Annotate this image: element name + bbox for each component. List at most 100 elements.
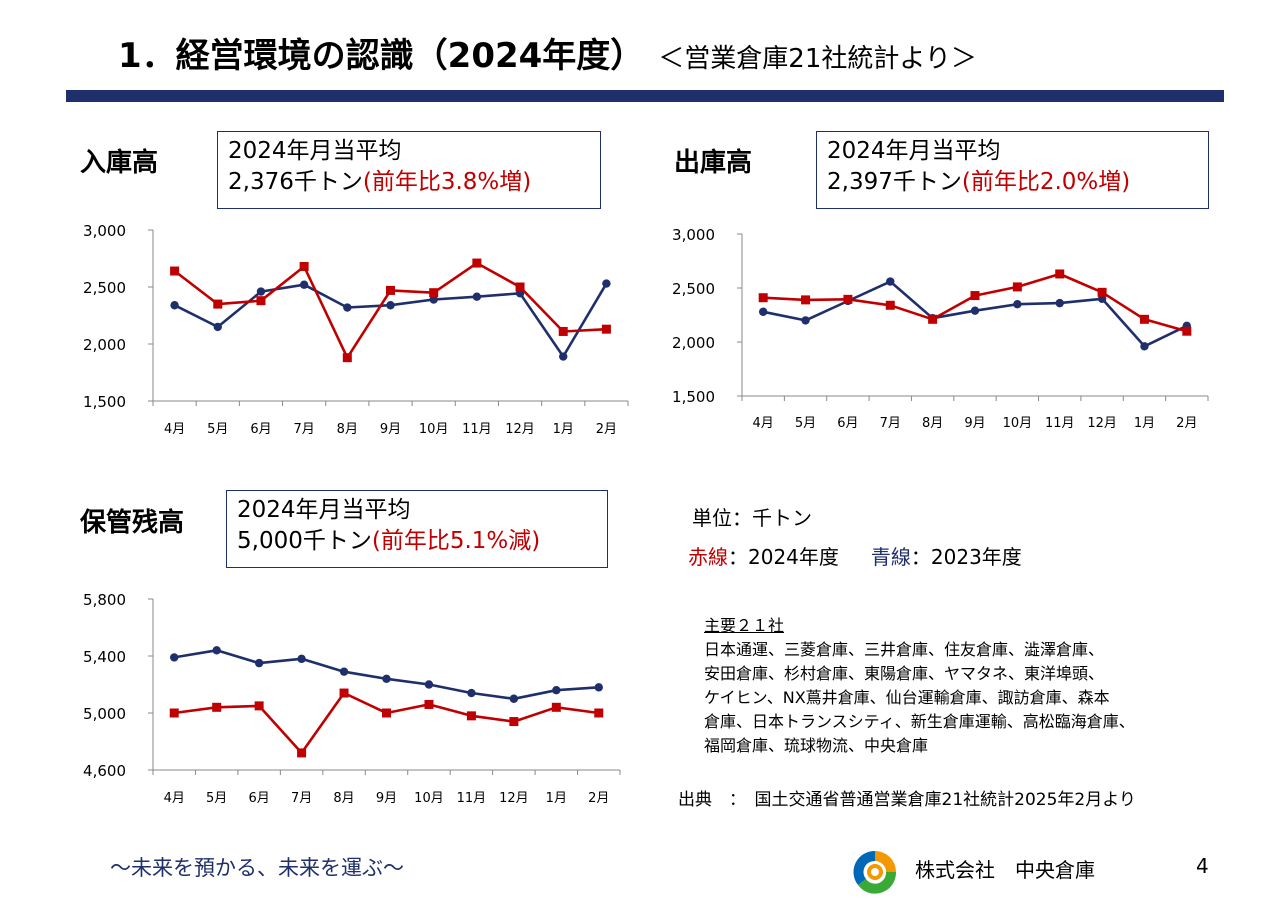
data-point-2024 (1139, 314, 1149, 324)
x-tick-label: 8月 (333, 791, 354, 806)
companies-line: 福岡倉庫、琉球物流、中央倉庫 (704, 736, 929, 755)
data-point-2023 (886, 277, 895, 286)
x-tick-label: 6月 (837, 416, 858, 431)
x-tick-label: 10月 (414, 791, 444, 806)
y-tick-label: 5,400 (83, 648, 126, 666)
data-point-2024 (558, 326, 568, 336)
x-tick-label: 2月 (1176, 416, 1197, 431)
outbound-average-value: 2,397千トン (827, 169, 962, 195)
x-tick-label: 8月 (337, 422, 358, 437)
data-point-2024 (256, 296, 266, 306)
x-tick-label: 5月 (206, 791, 227, 806)
inbound-label: 入庫高 (80, 148, 159, 178)
data-point-2023 (170, 301, 179, 310)
data-point-2023 (1013, 300, 1022, 309)
y-tick-label: 2,500 (83, 279, 126, 297)
company-name: 株式会社 中央倉庫 (915, 858, 1095, 882)
company-logo-icon (853, 850, 897, 894)
data-point-2024 (970, 291, 980, 301)
companies-line: ケイヒン、NX蔦井倉庫、仙台運輸倉庫、諏訪倉庫、森本 (704, 688, 1110, 707)
data-point-2024 (1182, 326, 1192, 336)
data-point-2024 (594, 708, 604, 718)
outbound-average-box: 2024年月当平均 2,397千トン(前年比2.0%増) (816, 131, 1209, 209)
title-rule (66, 90, 1224, 102)
data-point-2024 (297, 748, 307, 758)
data-point-2024 (299, 261, 309, 271)
data-point-2023 (970, 306, 980, 315)
title-subtitle: ＜営業倉庫21社統計より＞ (658, 44, 977, 74)
x-tick-label: 5月 (795, 416, 816, 431)
data-point-2024 (515, 282, 525, 292)
data-point-2024 (212, 702, 222, 712)
storage-label: 保管残高 (80, 508, 185, 538)
data-point-2023 (509, 694, 519, 703)
storage-average-value: 5,000千トン (237, 528, 372, 554)
storage-average-box: 2024年月当平均 5,000千トン(前年比5.1%減) (226, 490, 608, 568)
x-tick-label: 9月 (376, 791, 397, 806)
data-point-2023 (339, 667, 349, 676)
y-tick-label: 3,000 (672, 226, 715, 244)
y-tick-label: 3,000 (83, 222, 126, 240)
data-point-2023 (758, 307, 768, 316)
outbound-label: 出庫高 (674, 148, 753, 178)
data-point-2023 (472, 292, 482, 301)
legend-red-label: 赤線 (688, 545, 728, 569)
x-tick-label: 6月 (250, 422, 271, 437)
x-tick-label: 11月 (462, 422, 492, 437)
storage-average-line: 5,000千トン(前年比5.1%減) (237, 526, 597, 557)
data-point-2023 (299, 280, 309, 289)
x-tick-label: 2月 (596, 422, 617, 437)
x-tick-label: 12月 (499, 791, 529, 806)
data-point-2024 (551, 702, 561, 712)
data-point-2024 (429, 288, 439, 298)
data-point-2024 (386, 285, 395, 295)
x-tick-label: 9月 (964, 416, 985, 431)
inbound-average-value: 2,376千トン (228, 169, 363, 195)
series-line-2023 (173, 649, 599, 701)
data-point-2023 (552, 686, 561, 695)
companies-line: 安田倉庫、杉村倉庫、東陽倉庫、ヤマタネ、東洋埠頭、 (704, 664, 1105, 683)
x-tick-label: 6月 (248, 791, 269, 806)
y-tick-label: 5,800 (83, 591, 126, 609)
y-tick-label: 4,600 (83, 762, 126, 780)
x-tick-label: 1月 (546, 791, 567, 806)
y-tick-label: 5,000 (83, 705, 126, 723)
data-point-2023 (213, 322, 222, 332)
y-tick-label: 2,500 (672, 280, 715, 298)
x-tick-label: 12月 (505, 422, 535, 437)
data-point-2024 (928, 314, 938, 324)
x-tick-label: 7月 (880, 416, 901, 431)
data-point-2024 (169, 708, 179, 718)
x-tick-label: 10月 (419, 422, 449, 437)
data-point-2023 (170, 653, 179, 662)
data-point-2024 (1097, 287, 1107, 297)
inbound-chart: 1,500 2,000 2,500 3,000 4月 5月 6月 7月 8月 9月 10月 11月 12… (83, 222, 629, 437)
data-point-2023 (254, 658, 264, 668)
series-legend: 赤線：2024年度 青線：2023年度 (688, 541, 1022, 570)
data-point-2024 (843, 294, 853, 304)
x-tick-label: 12月 (1087, 416, 1117, 431)
data-point-2024 (472, 258, 482, 268)
x-tick-label: 11月 (1045, 416, 1075, 431)
legend-blue-desc: ：2023年度 (910, 545, 1022, 569)
x-tick-label: 9月 (380, 422, 401, 437)
data-point-2023 (467, 688, 476, 698)
legend-blue-label: 青線 (870, 545, 911, 569)
companies-line: 日本通運、三菱倉庫、三井倉庫、住友倉庫、澁澤倉庫、 (704, 640, 1105, 659)
y-tick-label: 1,500 (83, 393, 126, 411)
data-point-2023 (1055, 298, 1064, 308)
data-point-2024 (170, 266, 180, 276)
data-point-2024 (466, 711, 476, 721)
data-point-2023 (801, 316, 810, 325)
data-point-2024 (1055, 269, 1065, 279)
series-line-2024 (174, 691, 599, 755)
data-point-2024 (424, 699, 434, 709)
data-point-2023 (429, 295, 438, 304)
outbound-average-heading: 2024年月当平均 (827, 138, 1001, 164)
storage-chart: 4,600 5,000 5,400 5,800 4月 5月 6月 7月 8月 9月 10月 11月 12… (83, 591, 621, 806)
data-point-2023 (424, 680, 434, 689)
outbound-average-change: (前年比2.0%増) (961, 169, 1131, 195)
data-point-2023 (297, 654, 306, 664)
data-point-2023 (559, 352, 568, 361)
y-tick-label: 2,000 (83, 336, 126, 354)
